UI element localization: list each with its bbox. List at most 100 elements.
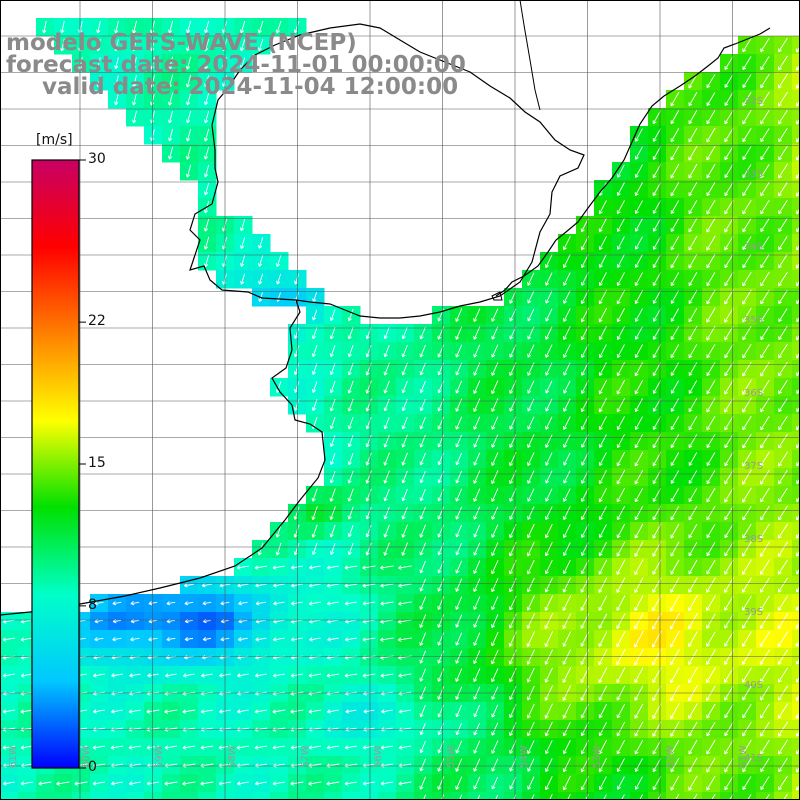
wind-arrow xyxy=(742,577,752,593)
wind-arrow xyxy=(688,577,698,593)
wind-arrow xyxy=(419,758,426,772)
wind-arrow xyxy=(383,327,390,340)
wind-arrow xyxy=(795,603,800,611)
wind-arrow xyxy=(545,740,553,755)
wind-vectors xyxy=(2,20,800,800)
wind-arrow xyxy=(347,488,354,502)
wind-arrow xyxy=(545,272,553,286)
wind-arrow xyxy=(616,272,625,287)
wind-arrow xyxy=(473,506,481,520)
wind-arrow xyxy=(795,675,800,683)
wind-arrow xyxy=(203,38,210,52)
wind-arrow xyxy=(634,505,644,521)
wind-arrow xyxy=(272,781,286,786)
wind-arrow xyxy=(562,254,571,269)
wind-arrow xyxy=(670,488,680,502)
wind-arrow xyxy=(129,673,141,678)
wind-cell xyxy=(792,216,800,235)
wind-arrow xyxy=(544,541,553,557)
wind-cell xyxy=(792,252,800,271)
wind-arrow xyxy=(236,565,250,570)
wind-arrow xyxy=(742,164,752,178)
wind-arrow xyxy=(545,290,553,304)
wind-arrow xyxy=(272,745,286,750)
wind-arrow xyxy=(562,649,572,665)
lon-label: 55W xyxy=(446,745,457,768)
wind-arrow xyxy=(455,434,463,448)
wind-arrow xyxy=(760,254,770,269)
wind-arrow xyxy=(74,781,88,786)
wind-arrow xyxy=(652,128,662,142)
wind-arrow xyxy=(670,523,680,539)
wind-arrow xyxy=(344,583,358,588)
wind-arrow xyxy=(401,506,408,520)
wind-arrow xyxy=(362,673,376,678)
wind-arrow xyxy=(290,637,303,642)
wind-cell xyxy=(792,270,800,289)
wind-arrow xyxy=(688,415,698,431)
wind-arrow xyxy=(688,253,698,269)
wind-arrow xyxy=(20,637,34,642)
colorbar-label-22: 22 xyxy=(88,313,106,330)
wind-cell xyxy=(756,792,775,800)
wind-arrow xyxy=(545,344,553,358)
wind-arrow xyxy=(365,380,372,394)
wind-arrow xyxy=(760,199,770,215)
wind-arrow xyxy=(380,781,394,786)
wind-arrow xyxy=(724,757,734,773)
wind-arrow xyxy=(670,649,680,666)
wind-arrow xyxy=(795,729,800,737)
wind-arrow xyxy=(473,560,481,574)
wind-arrow xyxy=(688,631,698,647)
wind-arrow xyxy=(634,272,644,287)
wind-arrow xyxy=(598,289,607,305)
wind-arrow xyxy=(598,541,607,557)
wind-cell xyxy=(630,792,649,800)
wind-cell xyxy=(792,378,800,397)
wind-arrow xyxy=(545,362,553,376)
wind-arrow xyxy=(237,637,248,642)
wind-arrow xyxy=(419,434,426,448)
wind-arrow xyxy=(312,292,318,303)
wind-arrow xyxy=(419,524,426,538)
wind-arrow xyxy=(562,595,572,611)
wind-arrow xyxy=(724,433,734,449)
wind-cell xyxy=(738,792,757,800)
wind-arrow xyxy=(742,613,752,629)
wind-arrow xyxy=(526,559,535,575)
wind-cell xyxy=(792,702,800,721)
wind-arrow xyxy=(598,649,608,666)
wind-arrow xyxy=(491,506,499,520)
wind-arrow xyxy=(742,92,752,107)
wind-arrow xyxy=(203,75,210,88)
wind-arrow xyxy=(742,703,752,719)
wind-arrow xyxy=(545,254,553,268)
wind-arrow xyxy=(491,704,499,718)
wind-arrow xyxy=(419,488,426,502)
colorbar-label-8: 8 xyxy=(88,596,97,613)
wind-arrow xyxy=(168,20,174,34)
wind-arrow xyxy=(326,781,340,786)
wind-arrow xyxy=(688,145,698,161)
wind-arrow xyxy=(473,452,481,466)
wind-arrow xyxy=(652,451,662,467)
wind-arrow xyxy=(527,308,535,322)
wind-arrow xyxy=(742,343,752,359)
wind-arrow xyxy=(688,91,698,107)
wind-arrow xyxy=(742,451,752,467)
wind-arrow xyxy=(688,398,698,413)
wind-arrow xyxy=(706,145,716,161)
wind-arrow xyxy=(527,740,535,754)
wind-arrow xyxy=(598,667,608,683)
wind-arrow xyxy=(652,182,662,197)
wind-arrow xyxy=(380,637,394,642)
wind-arrow xyxy=(634,559,644,575)
wind-cell xyxy=(90,792,109,800)
title-forecast-date: forecast date: 2024-11-01 00:00:00 xyxy=(6,52,466,78)
wind-arrow xyxy=(455,632,463,646)
wind-arrow xyxy=(778,451,788,467)
wind-arrow xyxy=(777,703,789,719)
wind-arrow xyxy=(258,255,264,267)
wind-arrow xyxy=(688,343,698,359)
